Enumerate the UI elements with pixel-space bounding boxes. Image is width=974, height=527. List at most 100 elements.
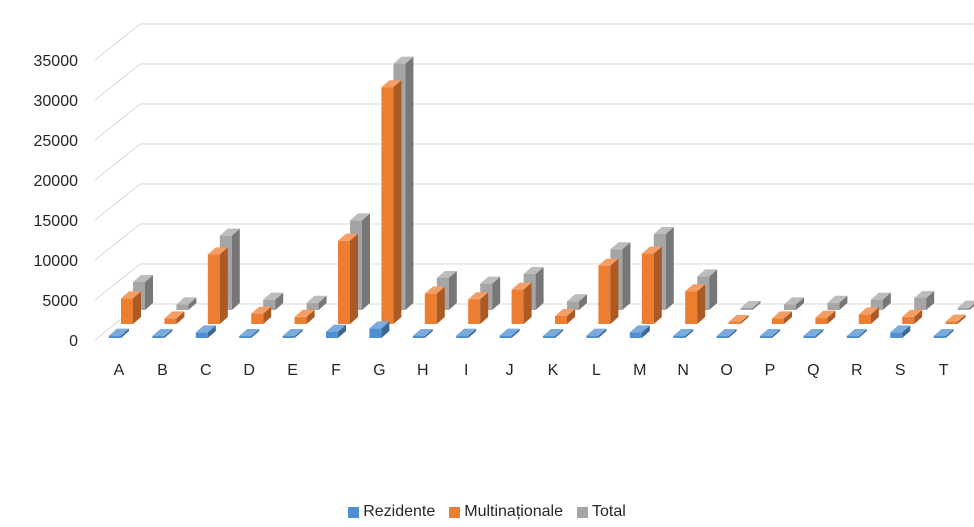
legend-item-multinationale: Multinaționale (449, 503, 563, 521)
bar-front (294, 316, 307, 324)
bar-h-1 (424, 286, 445, 324)
bar-top (412, 329, 433, 336)
x-category-label: R (851, 362, 863, 379)
bar-front (251, 313, 264, 324)
x-category-label: L (592, 362, 601, 379)
bar-a-1 (121, 291, 141, 324)
bar-side (436, 286, 445, 324)
bar-r-2 (870, 292, 891, 310)
x-category-label: M (633, 362, 646, 379)
x-category-label: H (417, 362, 429, 379)
bar-side (535, 267, 544, 310)
bar-front (263, 299, 276, 310)
bar-top (598, 258, 619, 266)
bar-q-0 (803, 329, 824, 338)
bar-top (176, 297, 197, 305)
legend-swatch-rezidente (348, 506, 360, 518)
bar-front (567, 301, 579, 310)
y-axis-tick-labels: 0 5000 10000 15000 20000 25000 30000 35000 (34, 53, 79, 350)
bar-side (468, 328, 477, 338)
bar-j-1 (511, 282, 532, 324)
bar-side (145, 275, 153, 310)
bar-top (239, 329, 260, 336)
bar-side (740, 315, 749, 324)
bar-top (784, 297, 804, 305)
bar-l-0 (586, 328, 607, 338)
bar-top (803, 329, 824, 336)
bar-p-0 (760, 329, 780, 338)
bar-e-2 (306, 295, 327, 310)
bar-t-1 (945, 314, 966, 324)
bar-side (685, 329, 694, 338)
x-category-label: P (765, 362, 776, 379)
bar-side (827, 310, 836, 324)
bar-front (858, 314, 871, 324)
bar-top (468, 292, 489, 300)
x-category-label: N (677, 362, 689, 379)
bar-top (109, 328, 129, 336)
bar-side (567, 309, 575, 324)
legend-label-rezidente: Rezidente (363, 503, 436, 520)
x-category-label: J (506, 362, 514, 379)
bar-c-1 (207, 247, 228, 324)
x-category-label: C (200, 362, 212, 379)
bar-front (716, 336, 729, 338)
bar-k-1 (555, 309, 575, 324)
gridline (94, 183, 974, 221)
bar-side (164, 329, 173, 338)
bar-side (381, 321, 390, 338)
bar-front (338, 240, 350, 324)
x-category-label: T (939, 362, 949, 379)
bar-top (914, 291, 935, 298)
bar-side (796, 297, 804, 310)
bar-side (133, 291, 141, 324)
bar-front (511, 289, 524, 324)
y-tick-label: 35000 (34, 53, 79, 70)
bar-d-2 (263, 292, 284, 310)
bar-top (294, 309, 315, 317)
y-tick-label: 0 (69, 333, 78, 350)
y-tick-label: 30000 (34, 93, 79, 110)
bar-side (653, 246, 662, 324)
bar-side (772, 329, 780, 338)
bar-s-2 (914, 291, 935, 310)
bar-side (709, 269, 718, 310)
bar-top (902, 309, 923, 317)
bar-top (338, 233, 358, 241)
bar-top (436, 271, 457, 278)
bar-b-2 (176, 297, 197, 310)
bar-n-0 (673, 329, 694, 338)
bar-side (969, 303, 974, 310)
bar-top (567, 294, 587, 302)
bar-top (381, 80, 402, 88)
y-tick-label: 10000 (34, 253, 79, 270)
bar-side (207, 325, 216, 338)
bar-top (945, 314, 966, 322)
bar-side (480, 292, 489, 324)
bar-front (381, 87, 394, 324)
bar-c-0 (195, 325, 216, 338)
bar-top (846, 329, 867, 336)
bar-front (803, 336, 816, 338)
bar-front (543, 336, 555, 338)
bars (109, 56, 974, 338)
bar-front (586, 335, 599, 338)
bar-top (207, 247, 228, 255)
bar-side (752, 301, 761, 310)
bar-top (369, 321, 390, 329)
legend-swatch-total (576, 506, 588, 518)
bar-top (641, 246, 662, 254)
bar-side (665, 227, 674, 310)
bar-side (263, 306, 272, 324)
bar-side (945, 329, 954, 338)
bar-front (121, 298, 133, 324)
bar-top (610, 242, 631, 250)
legend-label-total: Total (591, 503, 626, 520)
bar-s-1 (902, 309, 923, 324)
bar-r-1 (858, 307, 879, 324)
bar-side (448, 271, 457, 310)
bar-top (957, 300, 974, 308)
bar-top (306, 295, 327, 303)
bar-i-1 (468, 292, 489, 324)
bar-top (219, 228, 240, 236)
